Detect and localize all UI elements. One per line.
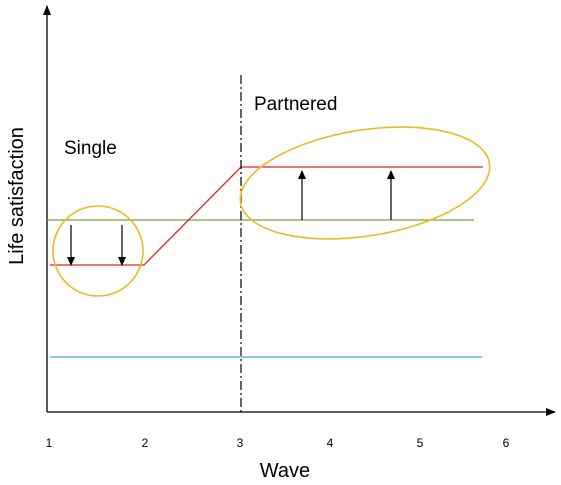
trajectory-line: [50, 166, 483, 266]
x-tick-label: 6: [503, 436, 510, 450]
x-tick-label: 1: [46, 436, 53, 450]
partnered-highlight-ellipse: [239, 126, 491, 240]
x-tick-label: 4: [327, 436, 334, 450]
y-axis-title: Life satisfaction: [6, 127, 28, 265]
single-highlight-circle: [52, 205, 144, 297]
partnered-label: Partnered: [254, 94, 337, 115]
x-tick-label: 2: [142, 436, 149, 450]
x-axis-title: Wave: [260, 460, 310, 482]
x-tick-label: 5: [417, 436, 424, 450]
x-tick-labels: 1 2 3 4 5 6: [46, 436, 510, 450]
single-label: Single: [64, 138, 117, 159]
x-tick-label: 3: [237, 436, 244, 450]
